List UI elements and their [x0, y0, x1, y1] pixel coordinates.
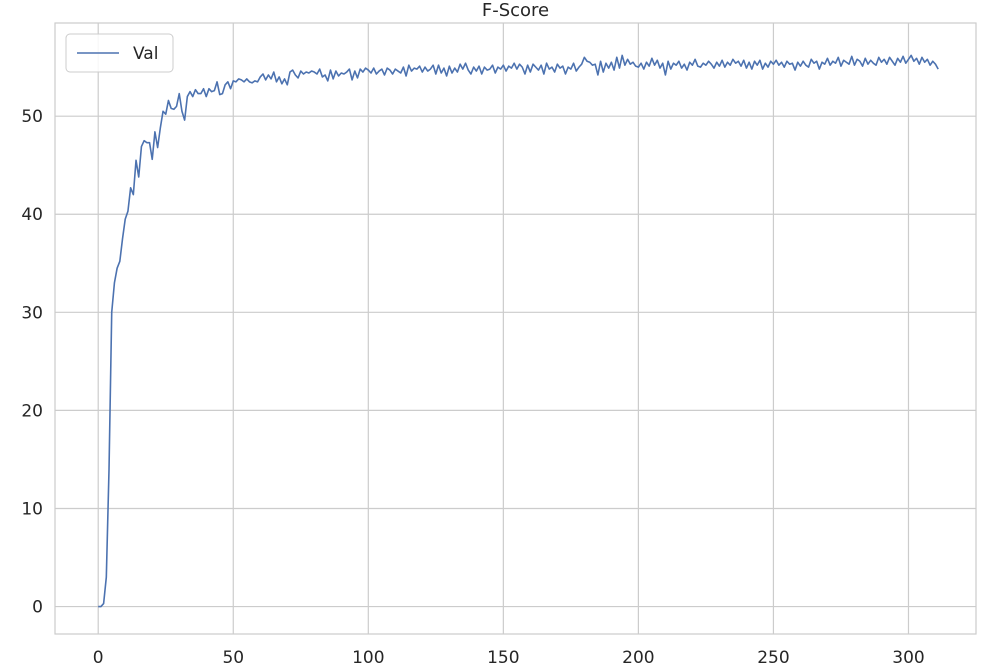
y-tick-label: 40: [21, 205, 43, 225]
y-axis: 0 10 20 30 40 50: [21, 107, 43, 617]
x-tick-label: 0: [93, 648, 104, 668]
x-tick-label: 100: [352, 648, 384, 668]
y-tick-label: 10: [21, 499, 43, 519]
y-tick-label: 30: [21, 303, 43, 323]
x-tick-label: 50: [222, 648, 244, 668]
legend: Val: [65, 33, 174, 73]
x-axis: 0 50 100 150 200 250 300: [93, 648, 925, 668]
legend-label: Val: [133, 44, 158, 64]
x-tick-label: 250: [757, 648, 789, 668]
grid-lines: [55, 23, 976, 634]
y-tick-label: 20: [21, 401, 43, 421]
x-tick-label: 200: [622, 648, 654, 668]
y-tick-label: 0: [32, 598, 43, 618]
y-tick-label: 50: [21, 107, 43, 127]
x-tick-label: 150: [487, 648, 519, 668]
legend-box: [65, 33, 174, 73]
series-line-val: [98, 54, 939, 608]
chart-title: F-Score: [482, 0, 549, 21]
series-layer: [98, 54, 939, 608]
x-tick-label: 300: [892, 648, 924, 668]
plot-frame: [54, 22, 977, 635]
